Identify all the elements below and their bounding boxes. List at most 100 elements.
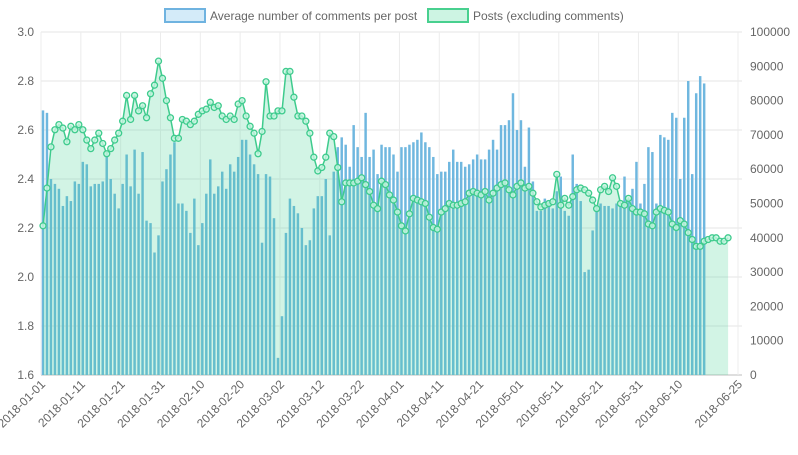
data-point: [565, 201, 573, 209]
data-point: [310, 153, 318, 161]
data-point: [533, 198, 541, 206]
bar: [368, 156, 371, 375]
data-point: [648, 222, 657, 230]
bar: [137, 193, 140, 375]
bar: [320, 196, 324, 375]
data-point: [250, 129, 258, 137]
data-point: [373, 204, 382, 213]
bar: [340, 137, 343, 375]
bar: [675, 117, 678, 375]
data-point: [405, 210, 414, 218]
bar: [392, 154, 395, 375]
bar: [328, 235, 331, 375]
bar: [161, 181, 164, 375]
data-point: [624, 194, 633, 203]
bar: [149, 223, 152, 375]
bar: [583, 272, 586, 375]
bar: [424, 142, 427, 375]
bar: [448, 161, 451, 375]
bar: [579, 201, 582, 375]
data-point: [119, 117, 127, 125]
data-point: [142, 114, 151, 122]
bar: [663, 137, 666, 375]
bar: [527, 127, 531, 375]
bar: [220, 171, 224, 375]
bar: [686, 81, 690, 375]
bar: [400, 147, 403, 375]
y-left-tick-label: 2.4: [17, 172, 34, 186]
bar: [467, 164, 471, 375]
bar: [471, 159, 475, 375]
bar: [260, 242, 264, 375]
bar: [698, 76, 702, 375]
data-point: [126, 115, 135, 124]
bar: [491, 139, 495, 375]
bar: [376, 174, 379, 375]
bar: [479, 159, 483, 375]
data-point: [505, 186, 513, 194]
legend-item-posts[interactable]: Posts (excluding comments): [427, 8, 624, 23]
y-right-tick-label: 100000: [750, 25, 790, 39]
data-point: [489, 189, 497, 197]
data-point: [306, 129, 314, 137]
bar: [372, 149, 375, 375]
bar: [627, 198, 630, 375]
bar: [659, 134, 662, 375]
bar: [487, 149, 491, 375]
data-point: [357, 174, 366, 182]
y-right-tick-label: 0: [750, 368, 757, 382]
bar: [702, 83, 706, 375]
bar: [408, 144, 411, 375]
bar: [631, 188, 634, 375]
bar: [296, 213, 300, 375]
bar: [236, 156, 240, 375]
legend-item-comments[interactable]: Average number of comments per post: [164, 8, 418, 23]
data-point: [425, 213, 433, 221]
bar: [499, 125, 503, 375]
bar: [535, 210, 539, 375]
data-point: [206, 98, 214, 106]
data-point: [258, 127, 266, 136]
bar: [232, 171, 236, 375]
data-point: [389, 196, 398, 204]
bar: [615, 203, 618, 375]
y-left-tick-label: 2.2: [17, 221, 34, 235]
bar: [651, 152, 654, 375]
bar: [416, 139, 419, 375]
bar: [224, 188, 228, 375]
y-right-tick-label: 90000: [750, 59, 784, 73]
data-point: [115, 129, 123, 137]
legend-label-comments: Average number of comments per post: [210, 9, 418, 23]
bar: [511, 93, 515, 375]
data-point: [51, 126, 59, 134]
data-point: [393, 208, 402, 216]
bar: [280, 316, 284, 375]
bar: [452, 149, 455, 375]
bar: [284, 232, 288, 375]
bar: [300, 228, 304, 375]
bar: [121, 183, 124, 375]
data-point: [461, 198, 469, 206]
bar: [272, 218, 276, 375]
bar: [125, 154, 128, 375]
data-point: [569, 192, 577, 201]
data-point: [162, 96, 171, 105]
bar: [336, 147, 339, 375]
bar: [61, 205, 65, 375]
data-point: [238, 96, 246, 105]
bar: [57, 188, 61, 375]
y-left-tick-label: 2.8: [17, 74, 34, 88]
data-point: [553, 170, 561, 178]
y-right-tick-label: 80000: [750, 94, 784, 108]
bar: [667, 139, 670, 375]
data-point: [91, 136, 99, 144]
data-point: [385, 191, 394, 199]
bar: [611, 208, 614, 375]
bar: [276, 357, 280, 375]
bar: [169, 154, 172, 375]
bar: [384, 147, 387, 375]
bar: [440, 171, 443, 375]
data-point: [154, 57, 163, 65]
data-point: [111, 136, 119, 144]
